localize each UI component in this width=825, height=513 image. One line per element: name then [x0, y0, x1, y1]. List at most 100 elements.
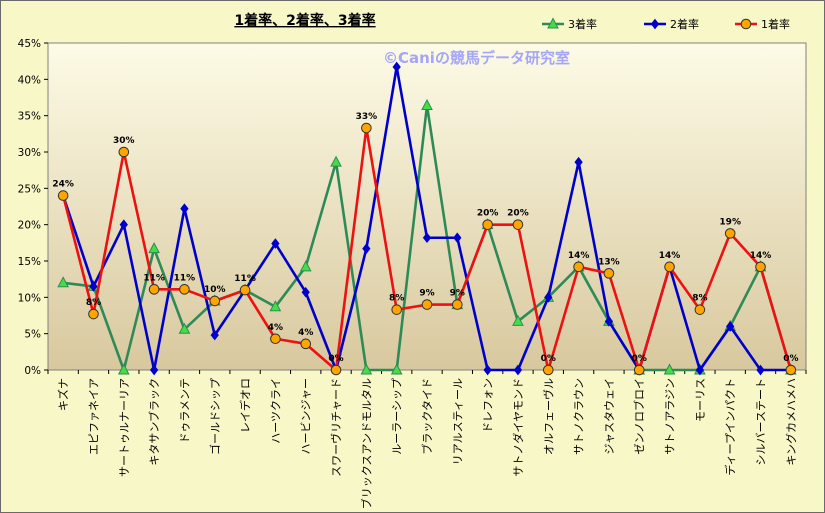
- y-tick-label: 25%: [18, 183, 41, 195]
- point-circle: [179, 284, 190, 295]
- point-circle: [755, 261, 766, 273]
- x-category-label: ディープインパクト: [723, 378, 737, 476]
- x-category-label: サトノクラウン: [573, 378, 586, 455]
- data-label: 9%: [450, 289, 465, 299]
- point-circle: [239, 284, 251, 296]
- data-label: 9%: [419, 289, 434, 299]
- x-category-label: サートゥルナーリア: [118, 378, 131, 477]
- x-category-label: ブラックタイド: [420, 378, 434, 455]
- point-circle: [209, 295, 221, 307]
- y-tick-label: 30%: [18, 147, 41, 159]
- y-tick-label: 15%: [18, 256, 41, 268]
- x-category-label: キングカメハメハ: [784, 378, 798, 466]
- point-triangle: [512, 314, 524, 326]
- point-circle: [88, 308, 99, 320]
- point-triangle: [360, 363, 373, 375]
- point-diamond: [301, 286, 310, 298]
- data-label: 11%: [143, 273, 165, 283]
- point-triangle: [117, 363, 130, 375]
- point-diamond: [422, 232, 432, 244]
- point-triangle: [148, 242, 160, 254]
- point-triangle: [57, 276, 69, 288]
- data-label: 14%: [659, 251, 681, 261]
- data-label: 10%: [204, 285, 226, 295]
- data-label: 8%: [692, 294, 707, 304]
- y-tick-label: 5%: [24, 329, 41, 341]
- data-label: 20%: [477, 209, 499, 219]
- point-diamond: [544, 292, 553, 303]
- x-category-label: レイデオロ: [238, 378, 252, 433]
- point-circle: [148, 284, 160, 295]
- point-circle: [633, 364, 645, 376]
- point-triangle: [330, 155, 342, 167]
- x-category-label: ルーラーシップ: [391, 378, 404, 455]
- point-triangle: [178, 322, 191, 334]
- data-label: 4%: [268, 323, 283, 333]
- data-label: 11%: [174, 273, 196, 283]
- data-label: 30%: [113, 136, 135, 146]
- point-circle: [785, 364, 797, 376]
- x-category-label: サトノアラジン: [664, 378, 677, 455]
- point-circle: [664, 261, 675, 273]
- data-label: 0%: [783, 354, 798, 364]
- point-diamond: [119, 219, 128, 230]
- point-circle: [573, 261, 584, 273]
- y-tick-label: 10%: [18, 292, 41, 304]
- x-category-label: ハービンジャー: [300, 378, 313, 454]
- point-diamond: [362, 243, 371, 254]
- legend-label: 3着率: [568, 17, 597, 31]
- point-circle: [361, 122, 372, 134]
- legend-marker-diamond: [650, 18, 660, 30]
- data-label: 11%: [234, 274, 256, 284]
- point-diamond: [89, 281, 98, 292]
- point-diamond: [513, 364, 523, 376]
- point-triangle: [390, 363, 403, 375]
- point-circle: [482, 219, 493, 230]
- legend-label: 2着率: [670, 17, 699, 31]
- point-diamond: [574, 156, 583, 168]
- y-tick-label: 35%: [18, 111, 41, 123]
- data-label: 24%: [52, 180, 74, 190]
- y-tick-label: 40%: [18, 74, 41, 86]
- point-diamond: [453, 232, 462, 244]
- data-label: 33%: [356, 112, 378, 122]
- plot-area: [47, 42, 807, 371]
- x-category-label: エピファネイア: [87, 378, 100, 455]
- x-category-label: ブリックスアンドモルタル: [359, 378, 373, 509]
- point-circle: [452, 299, 463, 310]
- point-circle: [512, 219, 524, 230]
- point-triangle: [269, 300, 282, 312]
- data-label: 19%: [719, 217, 741, 227]
- point-circle: [391, 304, 402, 315]
- point-circle: [270, 333, 281, 345]
- point-diamond: [695, 364, 705, 376]
- point-triangle: [663, 363, 676, 375]
- data-label: 8%: [86, 298, 101, 308]
- x-category-label: ジャスタウェイ: [603, 378, 616, 454]
- point-circle: [118, 146, 130, 158]
- x-category-label: スワーヴリチャード: [329, 378, 343, 477]
- point-circle: [694, 304, 706, 315]
- legend-marker-circle: [740, 18, 752, 30]
- data-label: 4%: [298, 328, 313, 338]
- point-diamond: [149, 364, 159, 376]
- x-category-label: サトノダイヤモンド: [511, 378, 525, 477]
- x-category-label: シルバーステート: [755, 378, 768, 465]
- x-category-label: ハーツクライ: [269, 378, 282, 444]
- point-diamond: [604, 315, 614, 327]
- data-label: 0%: [541, 354, 556, 364]
- x-category-label: キズナ: [56, 378, 70, 411]
- y-tick-label: 0%: [24, 365, 41, 377]
- data-label: 8%: [389, 294, 404, 304]
- y-tick-label: 45%: [18, 38, 41, 50]
- x-category-label: リアルスティール: [451, 378, 464, 465]
- point-circle: [542, 364, 554, 376]
- point-circle: [603, 268, 615, 279]
- point-diamond: [210, 329, 219, 341]
- data-label: 13%: [598, 257, 620, 267]
- chart-title: 1着率、2着率、3着率: [234, 12, 375, 29]
- data-label: 20%: [507, 209, 529, 219]
- point-diamond: [756, 364, 765, 376]
- point-diamond: [483, 364, 492, 376]
